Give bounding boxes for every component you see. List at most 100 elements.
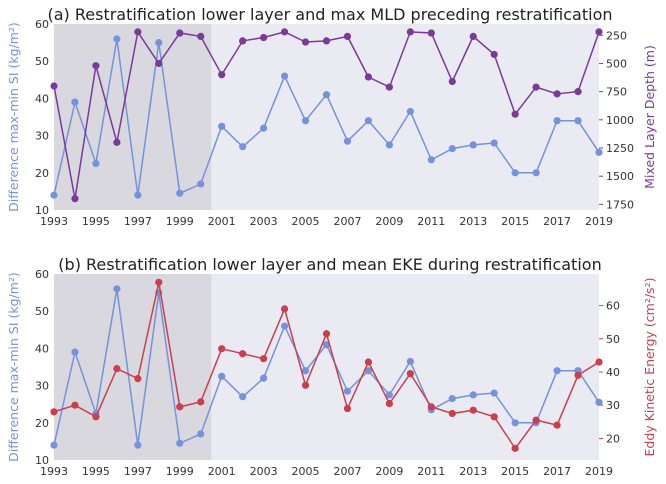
left-axis-ticks-a: 10 20 30 40 50 60 — [35, 18, 49, 217]
left-tick-label: 60 — [35, 18, 49, 31]
x-tick-label: 2005 — [292, 215, 320, 228]
data-point-right — [71, 401, 79, 409]
right-tick-label: 50 — [606, 333, 620, 346]
data-point-right — [490, 413, 498, 421]
series-b — [50, 278, 603, 452]
x-tick-label: 2019 — [585, 465, 613, 478]
x-tick-label: 2019 — [585, 215, 613, 228]
data-point-left — [448, 145, 456, 153]
data-point-left — [134, 441, 142, 449]
data-point-left — [595, 148, 603, 156]
data-point-left — [448, 395, 456, 403]
right-tick-label: 30 — [606, 399, 620, 412]
data-point-right — [406, 28, 414, 36]
data-point-right — [113, 365, 121, 373]
data-point-left — [301, 117, 310, 125]
right-axis-label-b: Eddy Kinetic Energy (cm²/s²) — [642, 278, 657, 457]
left-tick-label: 30 — [35, 130, 49, 143]
x-tick-label: 1993 — [40, 465, 68, 478]
x-tick-label: 2007 — [333, 465, 361, 478]
data-point-left — [134, 191, 142, 199]
data-point-right — [155, 278, 163, 286]
left-tick-label: 10 — [35, 204, 49, 217]
data-point-right — [553, 421, 561, 429]
right-tick-label: 1250 — [606, 142, 634, 155]
right-tick-label: 1000 — [606, 114, 634, 127]
data-point-left — [385, 141, 393, 149]
data-point-right — [385, 399, 393, 408]
data-point-left — [343, 137, 352, 145]
left-tick-label: 10 — [35, 454, 49, 467]
data-point-left — [406, 107, 414, 116]
left-axis-label-b: Difference max-min SI (kg/m²) — [6, 272, 21, 462]
left-tick-label: 60 — [35, 268, 49, 281]
data-point-left — [301, 367, 310, 375]
x-axis-ticks-b: 1993 1995 1997 1999 2001 2003 2005 2007 2009 2011… — [40, 465, 613, 478]
right-tick-label: 1750 — [606, 198, 634, 211]
data-point-left — [218, 372, 226, 380]
x-tick-label: 2001 — [208, 465, 236, 478]
data-point-right — [239, 37, 247, 45]
data-point-left — [469, 391, 477, 399]
x-tick-label: 2013 — [459, 465, 487, 478]
left-axis-ticks-b: 10 20 30 40 50 60 — [35, 268, 49, 467]
data-point-left — [113, 35, 121, 43]
data-point-left — [322, 91, 331, 99]
data-point-right — [343, 404, 352, 413]
data-point-right — [532, 416, 540, 424]
data-point-left — [92, 159, 100, 168]
right-tick-label: 750 — [606, 86, 627, 99]
data-point-left — [364, 117, 373, 125]
data-point-left — [176, 439, 184, 447]
x-tick-label: 2011 — [417, 215, 445, 228]
data-point-right — [280, 305, 289, 313]
data-point-left — [364, 367, 373, 375]
left-tick-label: 50 — [35, 305, 49, 318]
data-point-right — [385, 83, 393, 91]
data-point-left — [532, 169, 540, 177]
data-point-left — [239, 143, 247, 151]
right-axis-label-a: Mixed Layer Depth (m) — [642, 45, 657, 189]
data-point-right — [469, 406, 477, 414]
data-point-left — [239, 393, 247, 401]
chart-title-a: (a) Restratification lower layer and max… — [47, 5, 612, 24]
data-point-right — [427, 403, 435, 411]
data-point-right — [218, 345, 226, 353]
data-point-left — [511, 419, 519, 427]
x-tick-label: 2017 — [543, 215, 571, 228]
data-point-right — [92, 62, 100, 70]
data-point-right — [511, 444, 519, 452]
right-axis-ticks-b: 20 30 40 50 60 — [599, 300, 620, 445]
data-point-left — [260, 374, 268, 382]
x-tick-label: 2007 — [333, 215, 361, 228]
data-point-right — [448, 77, 456, 86]
data-point-left — [280, 72, 289, 80]
left-tick-label: 40 — [35, 92, 49, 105]
panel-b: (b) Restratification lower layer and mea… — [6, 255, 657, 478]
x-tick-label: 2005 — [292, 465, 320, 478]
data-point-right — [280, 28, 289, 36]
data-point-left — [155, 39, 163, 47]
data-point-left — [218, 122, 226, 130]
right-tick-label: 60 — [606, 300, 620, 313]
data-point-right — [322, 330, 331, 338]
data-point-right — [511, 110, 519, 118]
x-tick-label: 2003 — [250, 465, 278, 478]
x-tick-label: 1997 — [124, 465, 152, 478]
x-tick-label: 2009 — [375, 215, 403, 228]
data-point-right — [469, 32, 477, 41]
left-tick-label: 30 — [35, 380, 49, 393]
left-tick-label: 40 — [35, 342, 49, 355]
data-point-right — [239, 350, 247, 358]
data-point-right — [595, 358, 603, 366]
x-tick-label: 2009 — [375, 465, 403, 478]
data-point-right — [176, 29, 184, 37]
data-point-right — [301, 381, 310, 389]
data-point-left — [574, 117, 582, 125]
data-point-left — [113, 285, 121, 293]
data-point-left — [71, 348, 79, 356]
data-point-right — [553, 90, 561, 98]
chart-title-b: (b) Restratification lower layer and mea… — [58, 255, 601, 274]
data-point-left — [176, 189, 184, 197]
data-point-right — [260, 33, 268, 42]
